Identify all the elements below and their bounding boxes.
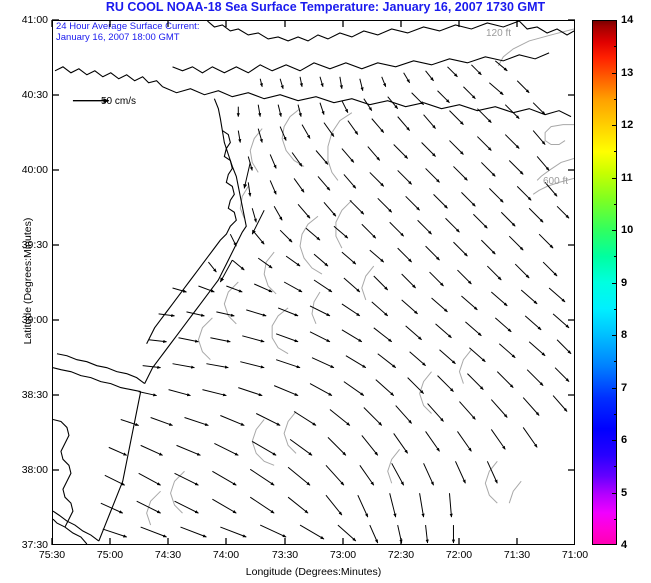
figure-title: RU COOL NOAA-18 Sea Surface Temperature:… bbox=[105, 0, 546, 14]
x-tick-label: 73:30 bbox=[271, 549, 299, 561]
colorbar-tick-label: 6 bbox=[621, 434, 628, 446]
colorbar-tick-label: 8 bbox=[621, 329, 628, 341]
x-tick-label: 74:30 bbox=[154, 549, 182, 561]
vector-scale-label: 50 cm/s bbox=[101, 96, 137, 107]
y-tick-label: 39:00 bbox=[21, 314, 48, 326]
colorbar-tick-label: 5 bbox=[621, 486, 628, 499]
depth-contour-label-600ft: 600 ft bbox=[543, 176, 569, 187]
x-tick-label: 73:00 bbox=[329, 549, 357, 561]
colorbar-tick-label: 10 bbox=[621, 224, 634, 236]
y-tick-label: 41:00 bbox=[21, 14, 48, 26]
y-tick-label: 40:30 bbox=[21, 89, 48, 101]
current-annotation-line1: 24 Hour Average Surface Current: bbox=[56, 21, 200, 32]
map-vector-layer bbox=[53, 21, 574, 544]
colorbar-tick-label: 9 bbox=[621, 276, 628, 289]
x-tick-label: 71:30 bbox=[503, 549, 531, 561]
y-tick-label: 37:30 bbox=[21, 539, 48, 551]
y-axis-title: Latitude (Degrees:Minutes) bbox=[22, 217, 34, 345]
y-tick-label: 38:00 bbox=[21, 464, 48, 476]
colorbar-tick-label: 11 bbox=[621, 171, 633, 184]
map-plot-area bbox=[52, 20, 575, 545]
x-tick-label: 71:00 bbox=[561, 549, 589, 561]
x-tick-label: 72:00 bbox=[445, 549, 473, 561]
x-tick-label: 75:30 bbox=[38, 549, 66, 561]
y-tick-label: 38:30 bbox=[21, 389, 48, 401]
x-tick-label: 75:00 bbox=[96, 549, 124, 561]
x-tick-label: 72:30 bbox=[387, 549, 415, 561]
x-axis-title: Longitude (Degrees:Minutes) bbox=[245, 566, 382, 578]
coastline bbox=[53, 21, 574, 544]
colorbar-tick-label: 13 bbox=[621, 66, 634, 79]
y-tick-label: 39:30 bbox=[21, 239, 48, 251]
colorbar-gradient bbox=[592, 20, 617, 545]
colorbar-tick-label: 12 bbox=[621, 119, 634, 131]
current-annotation: 24 Hour Average Surface Current: January… bbox=[56, 21, 199, 43]
x-tick-label: 74:00 bbox=[212, 549, 240, 561]
surface-current-vectors bbox=[100, 60, 572, 544]
current-annotation-line2: January 16, 2007 18:00 GMT bbox=[56, 32, 180, 43]
colorbar-tick-label: 7 bbox=[621, 381, 628, 394]
colorbar-tick-label: 4 bbox=[621, 539, 628, 551]
colorbar-tick-label: 14 bbox=[621, 14, 634, 26]
y-tick-label: 40:00 bbox=[21, 164, 48, 176]
depth-contour-label-120ft: 120 ft bbox=[486, 28, 512, 39]
bathymetry-contours bbox=[146, 28, 574, 526]
